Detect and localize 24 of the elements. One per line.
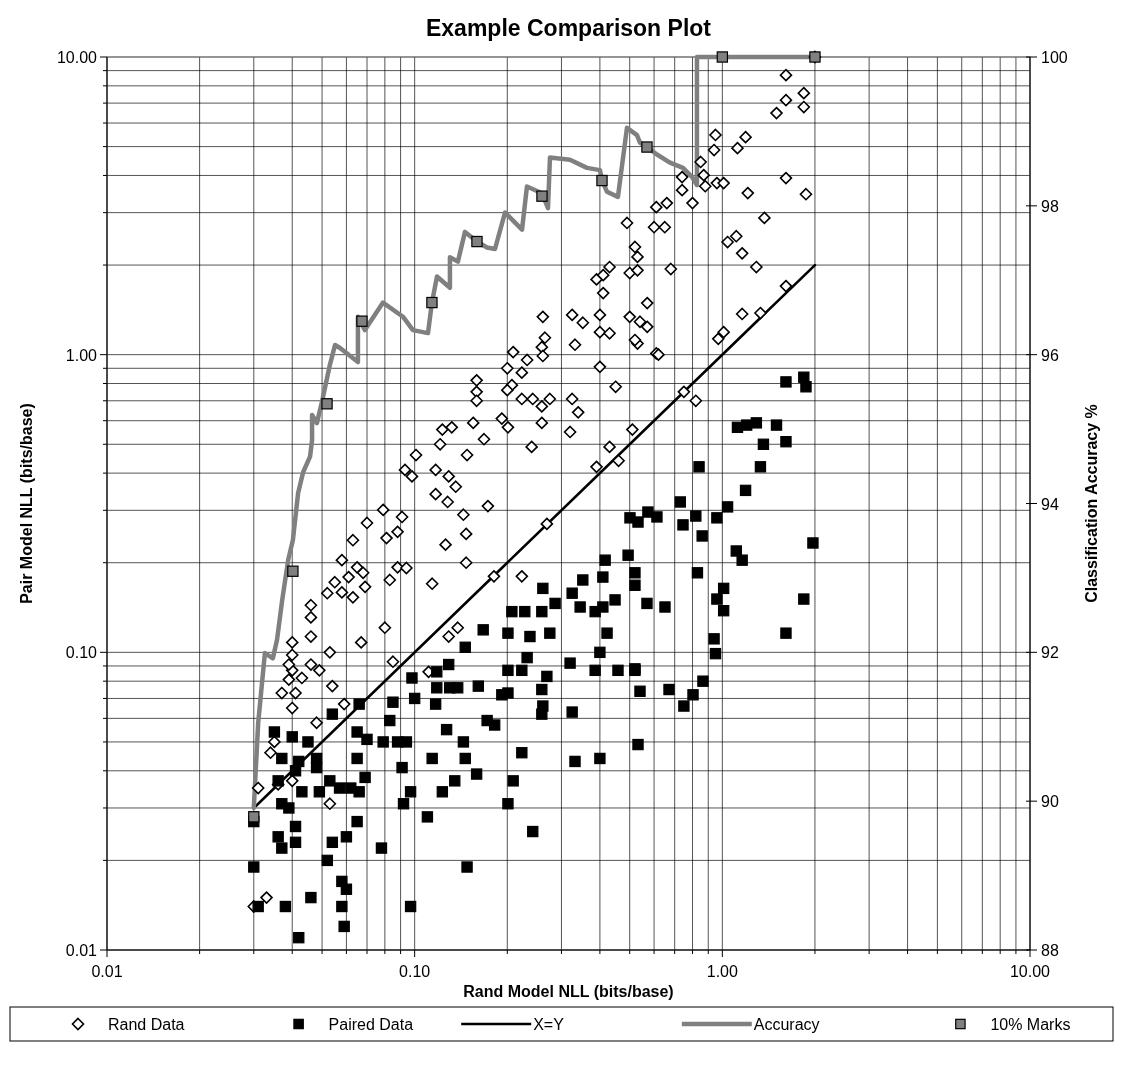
y-axis-title: Pair Model NLL (bits/base) [18, 403, 35, 604]
y-tick-label: 1.00 [65, 346, 98, 364]
x-tick-label: 0.01 [91, 963, 123, 980]
chart-title: Example Comparison Plot [425, 15, 712, 41]
y-tick-label: 10.00 [56, 49, 98, 66]
y2-tick-label: 88 [1041, 942, 1059, 959]
y2-tick-label: 98 [1041, 197, 1059, 215]
y2-tick-label: 94 [1041, 495, 1059, 513]
legend-label: Paired Data [328, 1016, 414, 1033]
y2-tick-label: 90 [1041, 793, 1059, 811]
y2-tick-label: 92 [1041, 644, 1059, 662]
legend-label: X=Y [533, 1016, 565, 1033]
y2-tick-label: 100 [1041, 49, 1068, 66]
x-tick-label: 10.00 [1009, 963, 1051, 980]
y-tick-label: 0.01 [65, 942, 98, 959]
legend-label: 10% Marks [990, 1016, 1071, 1033]
y2-axis-title: Classification Accuracy % [1083, 404, 1100, 603]
legend-label: Accuracy [753, 1016, 820, 1033]
x-tick-label: 1.00 [706, 963, 739, 980]
x-tick-label: 0.10 [399, 963, 431, 980]
legend-label: Rand Data [108, 1016, 185, 1033]
y2-tick-label: 96 [1041, 346, 1059, 364]
x-axis-title: Rand Model NLL (bits/base) [463, 983, 674, 1000]
y-tick-label: 0.10 [65, 644, 98, 662]
